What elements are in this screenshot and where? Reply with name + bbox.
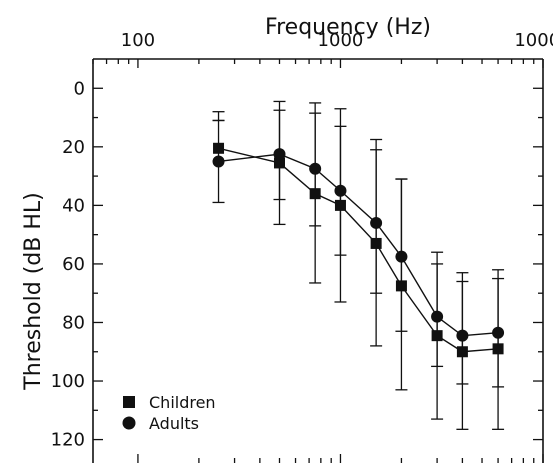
data-point-adults — [492, 326, 505, 339]
data-point-children — [273, 157, 285, 169]
data-point-adults — [212, 155, 225, 168]
y-axis-ticks: 0 20 40 60 80 100 120 — [51, 78, 543, 451]
data-point-children — [431, 330, 443, 342]
data-point-adults — [431, 310, 444, 323]
data-point-adults — [309, 162, 322, 175]
data-point-children — [370, 237, 382, 249]
series-line-children — [218, 147, 499, 353]
y-tick-label: 80 — [62, 312, 85, 333]
data-point-children — [456, 346, 468, 358]
data-point-adults — [456, 329, 469, 342]
x-tick-label: 100 — [121, 30, 155, 51]
y-tick-label: 100 — [51, 371, 85, 392]
series-markers — [212, 142, 505, 358]
legend-label: Children — [149, 393, 216, 412]
series-line-adults — [218, 153, 499, 337]
data-point-children — [213, 142, 225, 154]
y-axis-title: Threshold (dB HL) — [21, 192, 46, 390]
x-axis-ticks: 100 1000 10000 — [92, 30, 553, 463]
data-point-adults — [370, 216, 383, 229]
y-tick-label: 60 — [62, 254, 85, 275]
data-point-children — [492, 343, 504, 355]
legend-circle-marker — [122, 416, 136, 430]
data-point-adults — [395, 250, 408, 263]
x-tick-label: 1000 — [318, 30, 364, 51]
y-tick-label: 0 — [74, 78, 85, 99]
data-point-adults — [273, 148, 286, 161]
y-tick-label: 120 — [51, 430, 85, 451]
data-point-children — [395, 280, 407, 292]
data-point-adults — [334, 184, 347, 197]
data-point-children — [334, 199, 346, 211]
data-point-children — [309, 188, 321, 200]
x-axis-title: Frequency (Hz) — [265, 15, 431, 40]
y-tick-label: 40 — [62, 195, 85, 216]
y-tick-label: 20 — [62, 137, 85, 158]
error-bars — [212, 100, 505, 430]
legend: Children Adults — [122, 393, 216, 433]
legend-square-marker — [123, 396, 135, 408]
series-lines — [218, 147, 499, 353]
x-tick-label: 10000 — [514, 30, 553, 51]
legend-label: Adults — [149, 414, 199, 433]
plot-frame — [92, 58, 544, 463]
